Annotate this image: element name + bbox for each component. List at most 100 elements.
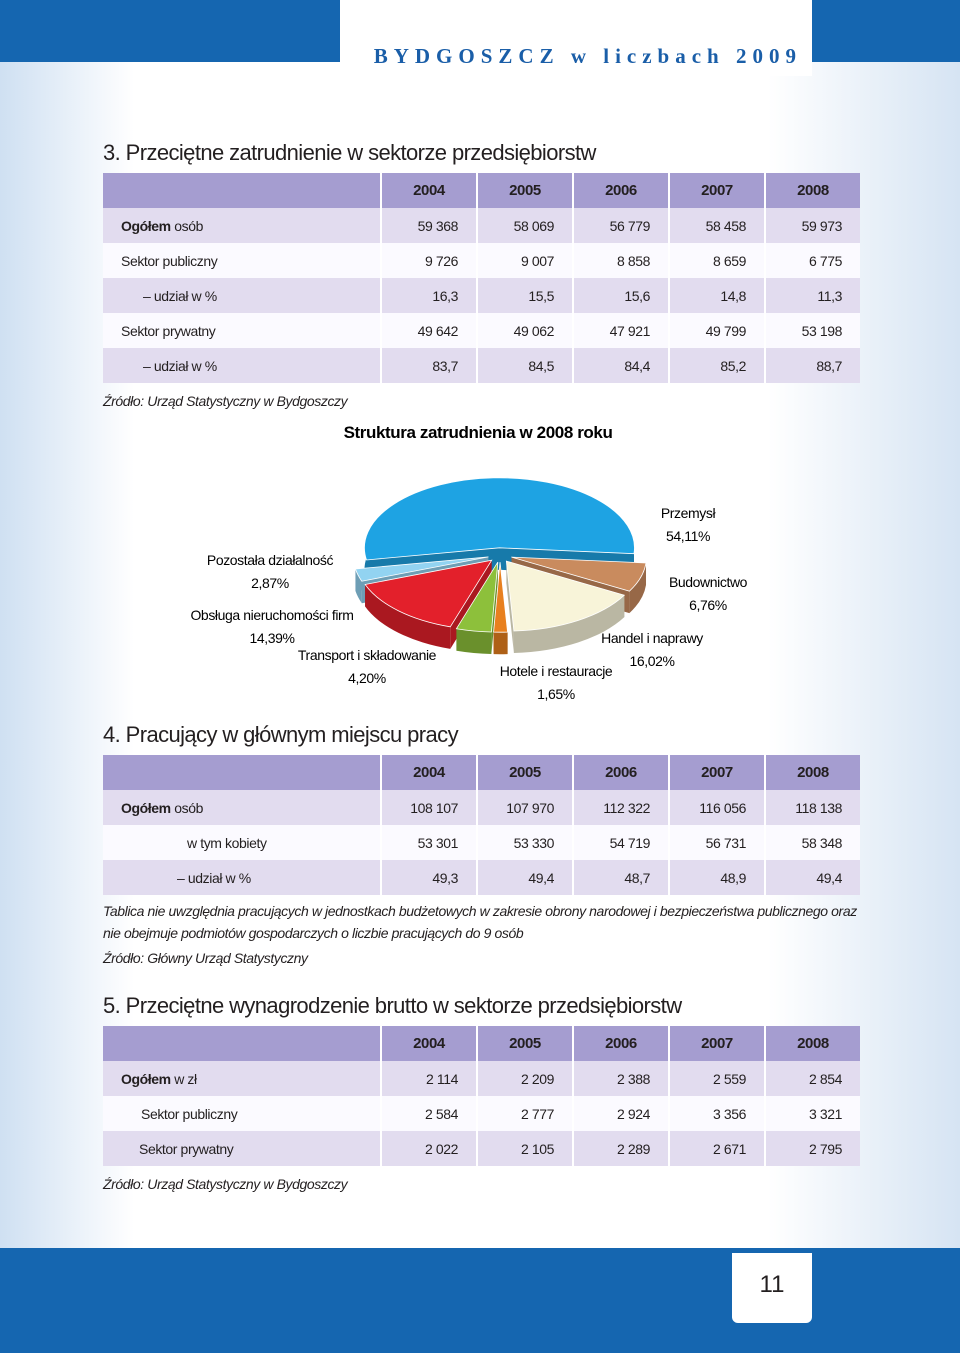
- section-title: 4. Pracujący w głównym miejscu pracy: [103, 722, 459, 747]
- cell: 49,4: [476, 860, 573, 895]
- header-cell: 2006: [572, 1026, 669, 1061]
- slice-value-label: 16,02%: [629, 653, 674, 669]
- header-cell: 2007: [668, 755, 765, 790]
- cell: 6 775: [764, 243, 860, 278]
- page-number: 11: [732, 1253, 812, 1323]
- table: 2004 2005 2006 2007 2008 Ogółem osób 59 368 58 …: [103, 173, 860, 383]
- cell: 2 584: [380, 1096, 477, 1131]
- table: 2004 2005 2006 2007 2008 Ogółem w zł 2 114 2 20…: [103, 1026, 860, 1166]
- cell: 53 330: [476, 825, 573, 860]
- cell: 107 970: [476, 790, 573, 825]
- header-row: 2004 2005 2006 2007 2008: [103, 1026, 860, 1061]
- header-title: BYDGOSZCZ w liczbach 2009: [373, 44, 802, 68]
- label-text: – udział w %: [177, 869, 251, 886]
- cell: 58 348: [764, 825, 860, 860]
- slice-side: [493, 632, 508, 655]
- slice-label: Przemysł: [661, 505, 717, 521]
- label-bold: Ogółem: [121, 217, 171, 234]
- header-cell: 2007: [668, 173, 765, 208]
- row: Sektor publiczny 2 584 2 777 2 924 3 356 3 32…: [103, 1096, 860, 1131]
- source: Źródło: Główny Urząd Statystyczny: [103, 950, 308, 966]
- row: Ogółem w zł 2 114 2 209 2 388 2 559 2 854: [103, 1061, 860, 1096]
- row: – udział w % 49,3 49,4 48,7 48,9 49,4: [103, 860, 860, 895]
- row: Sektor prywatny 49 642 49 062 47 921 49 799 5…: [103, 313, 860, 348]
- slice-side: [355, 569, 362, 604]
- cell: 47 921: [572, 313, 669, 348]
- header-row: 2004 2005 2006 2007 2008: [103, 173, 860, 208]
- cell: 59 973: [764, 208, 860, 243]
- header-cell: 2005: [476, 173, 573, 208]
- bottom-bar: [0, 1248, 960, 1353]
- slice: [354, 556, 489, 582]
- label-text: w tym kobiety: [187, 834, 267, 851]
- cell: 11,3: [764, 278, 860, 313]
- header-cell: 2005: [476, 1026, 573, 1061]
- label-text: Sektor prywatny: [139, 1140, 234, 1157]
- cell: 108 107: [380, 790, 477, 825]
- source: Źródło: Urząd Statystyczny w Bydgoszczy: [103, 1176, 348, 1192]
- header-cell: 2004: [380, 173, 477, 208]
- label-text: w zł: [174, 1070, 197, 1087]
- row: – udział w % 83,7 84,5 84,4 85,2 88,7: [103, 348, 860, 383]
- slice-value-label: 4,20%: [348, 670, 386, 686]
- label-text: Sektor publiczny: [141, 1105, 238, 1122]
- cell: 56 779: [572, 208, 669, 243]
- row-label: Sektor publiczny: [103, 243, 381, 278]
- cell: 59 368: [380, 208, 477, 243]
- slice-label: Pozostała działalność: [207, 552, 334, 568]
- header-box: [340, 0, 812, 76]
- cell: 112 322: [572, 790, 669, 825]
- header-cell: 2004: [380, 1026, 477, 1061]
- cell: 49 799: [668, 313, 765, 348]
- cell: 49 642: [380, 313, 477, 348]
- cell: 2 022: [380, 1131, 477, 1166]
- slice-value-label: 1,65%: [537, 686, 575, 702]
- pie-chart: Struktura zatrudnienia w 2008 roku Przem…: [190, 423, 748, 702]
- section-title: 3. Przeciętne zatrudnienie w sektorze pr…: [103, 140, 596, 165]
- row: Sektor publiczny 9 726 9 007 8 858 8 659 6 77…: [103, 243, 860, 278]
- cell: 2 289: [572, 1131, 669, 1166]
- slice-label: Budownictwo: [669, 574, 748, 590]
- cell: 2 114: [380, 1061, 477, 1096]
- slice-value-label: 2,87%: [251, 575, 289, 591]
- cell: 53 198: [764, 313, 860, 348]
- cell: 48,9: [668, 860, 765, 895]
- cell: 88,7: [764, 348, 860, 383]
- cell: 58 069: [476, 208, 573, 243]
- cell: 118 138: [764, 790, 860, 825]
- label-text: Sektor prywatny: [121, 322, 216, 339]
- cell: 85,2: [668, 348, 765, 383]
- cell: 2 559: [668, 1061, 765, 1096]
- header-cell: 2008: [764, 755, 860, 790]
- cell: 3 321: [764, 1096, 860, 1131]
- slice-label: Handel i naprawy: [601, 630, 703, 646]
- row: – udział w % 16,3 15,5 15,6 14,8 11,3: [103, 278, 860, 313]
- label-bold: Ogółem: [121, 1070, 171, 1087]
- cell: 2 209: [476, 1061, 573, 1096]
- cell: 49,3: [380, 860, 477, 895]
- cell: 54 719: [572, 825, 669, 860]
- label-text: osób: [174, 799, 203, 816]
- cell: 9 007: [476, 243, 573, 278]
- slice-label: Obsługa nieruchomości firm: [190, 607, 353, 623]
- cell: 15,5: [476, 278, 573, 313]
- slice-label: Transport i składowanie: [298, 647, 437, 663]
- label-bold: Ogółem: [121, 799, 171, 816]
- cell: 3 356: [668, 1096, 765, 1131]
- slice: [364, 559, 493, 628]
- row: Ogółem osób 59 368 58 069 56 779 58 458 59 97…: [103, 208, 860, 243]
- header-cell: 2008: [764, 173, 860, 208]
- chart-title: Struktura zatrudnienia w 2008 roku: [344, 423, 613, 442]
- section-title: 5. Przeciętne wynagrodzenie brutto w sek…: [103, 993, 682, 1018]
- label-text: – udział w %: [143, 287, 217, 304]
- row: w tym kobiety 53 301 53 330 54 719 56 731 58 …: [103, 825, 860, 860]
- slice: [511, 556, 647, 592]
- label-text: osób: [174, 217, 203, 234]
- cell: 48,7: [572, 860, 669, 895]
- label-text: – udział w %: [143, 357, 217, 374]
- header-cell: [103, 1026, 381, 1061]
- row-label: w tym kobiety: [103, 825, 381, 860]
- row-label: Ogółem osób: [103, 790, 381, 825]
- slice-side: [456, 628, 492, 655]
- cell: 116 056: [668, 790, 765, 825]
